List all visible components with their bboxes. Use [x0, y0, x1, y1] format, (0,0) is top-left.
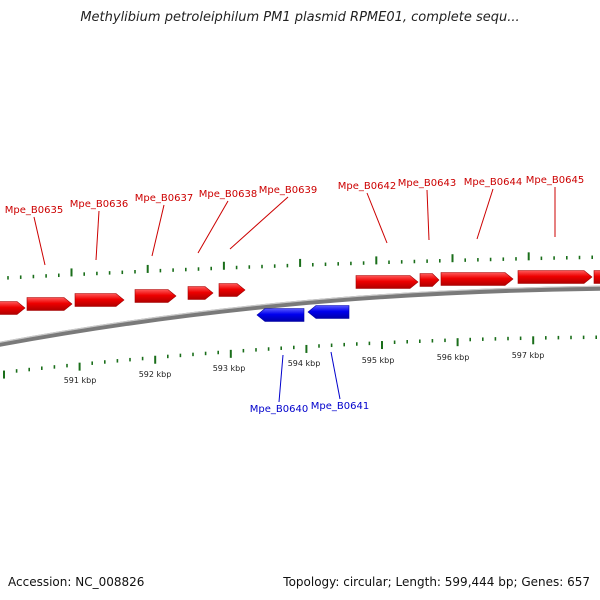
reverse-gene-label: Mpe_B0640	[250, 404, 308, 415]
reverse-gene-label: Mpe_B0641	[311, 401, 369, 412]
scale-label: 595 kbp	[362, 356, 395, 365]
scale-label: 597 kbp	[512, 351, 545, 360]
gene-leader-line	[330, 351, 341, 400]
forward-gene-arrow	[218, 283, 246, 297]
forward-gene-label: Mpe_B0643	[398, 178, 456, 189]
forward-gene-arrow	[74, 293, 125, 307]
forward-gene-label: Mpe_B0644	[464, 177, 522, 188]
reverse-gene-track	[256, 305, 350, 322]
forward-gene-arrow	[419, 273, 440, 287]
forward-gene-label: Mpe_B0638	[199, 189, 257, 200]
gene-leader-line	[151, 204, 165, 257]
reverse-gene-arrow	[256, 308, 305, 322]
forward-gene-label: Mpe_B0639	[259, 185, 317, 196]
forward-gene-label: Mpe_B0636	[70, 199, 128, 210]
scale-label: 592 kbp	[139, 370, 172, 379]
forward-gene-label: Mpe_B0642	[338, 181, 396, 192]
accession-text: Accession: NC_008826	[8, 575, 145, 589]
forward-gene-arrow	[26, 297, 73, 311]
scale-label: 591 kbp	[64, 376, 97, 385]
gene-leader-line	[95, 210, 100, 261]
forward-gene-arrow	[134, 289, 177, 303]
forward-gene-arrow	[440, 272, 514, 286]
map-title: Methylibium petroleiphilum PM1 plasmid R…	[80, 10, 520, 25]
gene-leader-line	[366, 192, 388, 244]
forward-gene-arrow	[355, 275, 419, 289]
genome-summary-text: Topology: circular; Length: 599,444 bp; …	[283, 575, 590, 589]
gene-leader-line	[426, 189, 430, 241]
scale-label: 596 kbp	[437, 353, 470, 362]
gene-leader-line	[197, 200, 229, 254]
forward-gene-arrow	[593, 270, 600, 284]
scale-label: 593 kbp	[213, 364, 246, 373]
gene-leader-line	[229, 196, 289, 250]
forward-gene-arrow	[0, 301, 26, 315]
sequence-backbone	[0, 285, 600, 347]
forward-gene-arrow	[187, 286, 214, 300]
forward-gene-label: Mpe_B0635	[5, 205, 63, 216]
scale-label-layer: 591 kbp 592 kbp 593 kbp 594 kbp 595 kbp 596 k…	[64, 351, 545, 385]
forward-gene-track	[0, 270, 600, 315]
reverse-tick-track	[3, 335, 598, 379]
forward-tick-track	[7, 252, 594, 280]
gene-leader-line	[278, 354, 284, 403]
sequence-backbone-highlight	[0, 285, 600, 343]
forward-gene-label: Mpe_B0645	[526, 175, 584, 186]
forward-gene-arrow	[517, 270, 593, 284]
gene-leader-line	[33, 216, 46, 266]
scale-label: 594 kbp	[288, 359, 321, 368]
reverse-gene-arrow	[307, 305, 350, 319]
gene-leader-line	[476, 188, 494, 240]
forward-gene-label: Mpe_B0637	[135, 193, 193, 204]
